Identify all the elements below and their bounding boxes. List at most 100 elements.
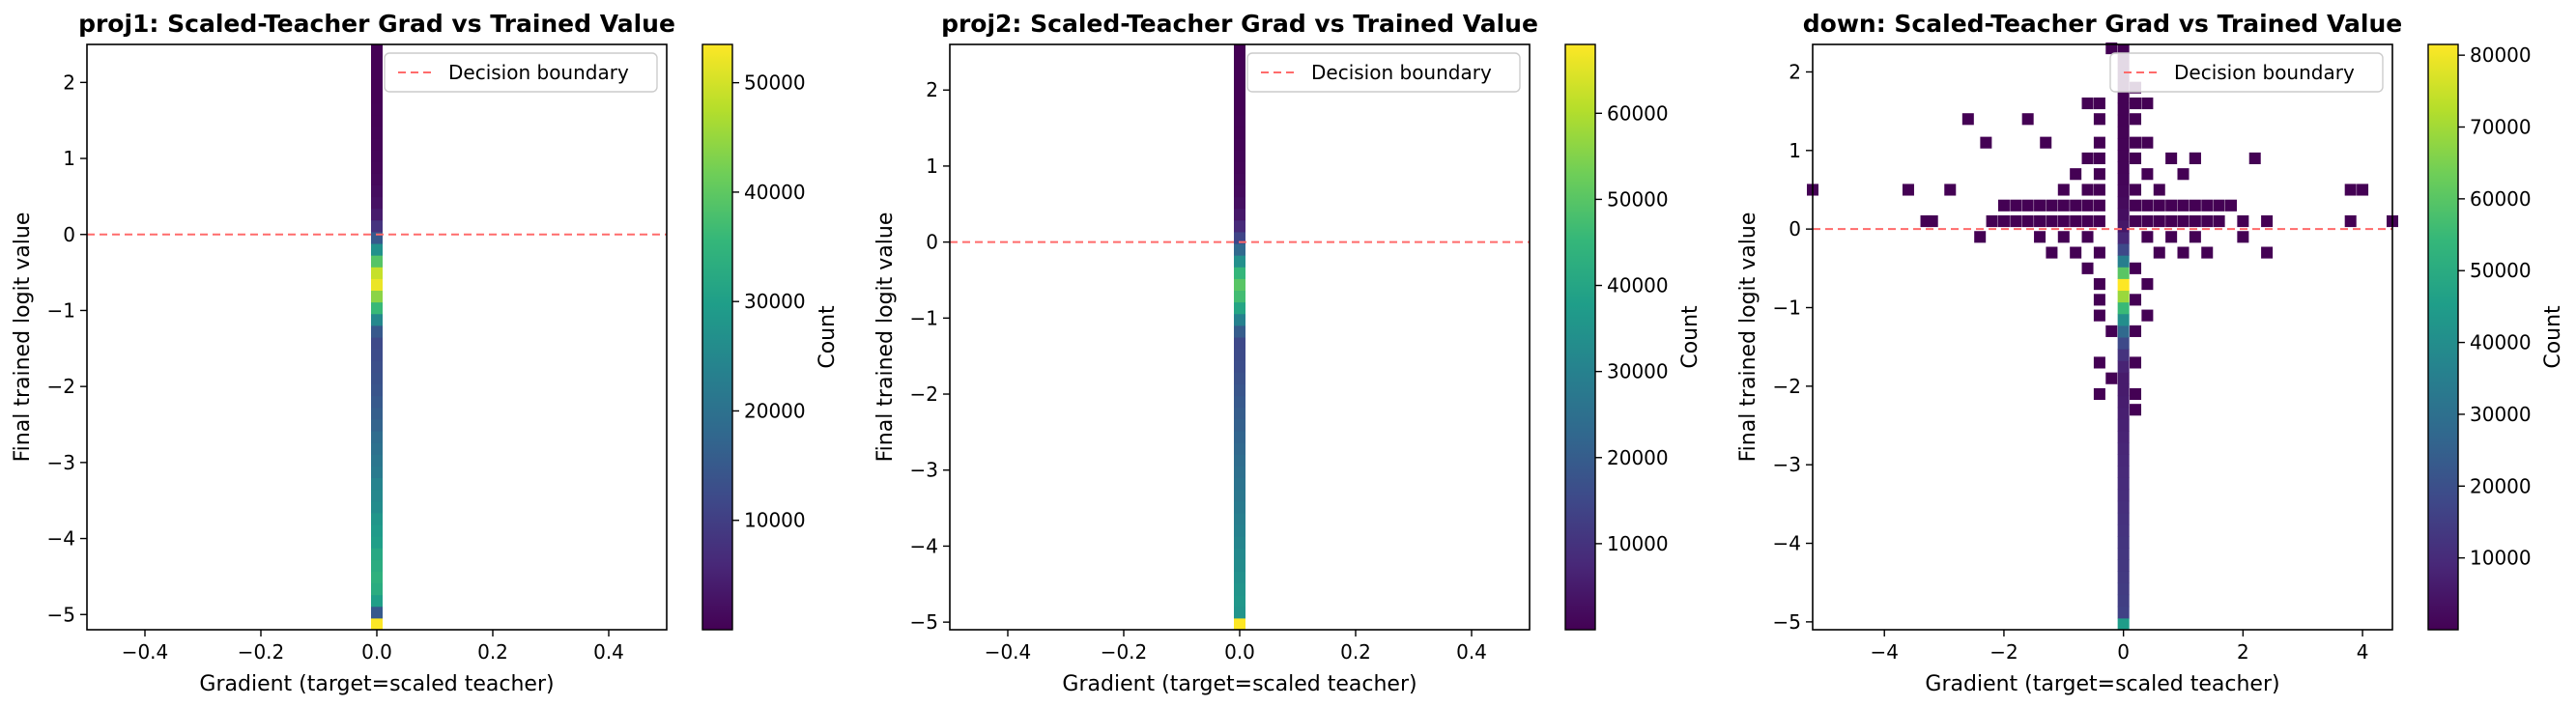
heat-cell xyxy=(2046,199,2058,212)
heat-cell xyxy=(1234,161,1245,174)
y-tick-label: 0 xyxy=(926,231,938,254)
heat-cell xyxy=(2093,278,2105,291)
heat-cell xyxy=(1234,418,1245,432)
heat-cell xyxy=(1234,512,1245,525)
heat-cell xyxy=(1234,360,1245,373)
heat-cell xyxy=(2165,152,2178,165)
heat-cell xyxy=(2117,150,2130,162)
heat-cell xyxy=(2093,97,2105,110)
heat-cell xyxy=(2130,387,2142,401)
heat-cell xyxy=(371,126,383,139)
heat-cell xyxy=(2201,214,2214,228)
heat-cell xyxy=(2010,199,2022,212)
heat-cell xyxy=(1234,184,1245,198)
heat-cell xyxy=(371,243,383,256)
heat-cell xyxy=(2093,184,2105,196)
heat-cell xyxy=(2117,559,2130,572)
heat-cell xyxy=(2093,246,2105,259)
heat-cell xyxy=(2141,97,2154,110)
colorbar-tick-label: 20000 xyxy=(2470,474,2532,497)
colorbar: 10000 20000 30000 40000 50000 60000 Count xyxy=(1564,43,1703,631)
heat-cell xyxy=(1234,582,1245,596)
heat-cell xyxy=(2117,325,2130,338)
heat-cell xyxy=(2130,262,2142,274)
heat-cell xyxy=(2117,360,2130,373)
heat-cell xyxy=(2081,184,2094,196)
heat-cell xyxy=(2165,231,2178,243)
heat-cell xyxy=(1234,489,1245,502)
colorbar-tick-label: 80000 xyxy=(2470,43,2532,67)
heat-cell xyxy=(2224,199,2237,212)
heat-cell xyxy=(1234,559,1245,572)
heat-cell xyxy=(2130,97,2142,110)
heat-cell xyxy=(2117,582,2130,596)
heat-cell xyxy=(2357,184,2369,196)
heat-cell xyxy=(371,617,383,631)
x-tick-label: 0.2 xyxy=(1340,640,1371,664)
heat-cell xyxy=(2117,548,2130,560)
heat-cell xyxy=(2248,152,2261,165)
heat-cell xyxy=(1234,114,1245,127)
heat-cell xyxy=(2034,231,2046,243)
heat-cell xyxy=(2117,290,2130,303)
heat-cell xyxy=(2070,214,2082,228)
heat-cell xyxy=(2130,325,2142,337)
heat-cell xyxy=(2130,136,2142,149)
heat-cell xyxy=(2130,404,2142,416)
heat-cell xyxy=(1234,571,1245,584)
y-tick-label: −5 xyxy=(910,610,938,634)
heat-cell xyxy=(2141,309,2154,322)
chart-panel-1: −0.4 −0.2 0.0 0.2 0.4 −5 −4 −3 −2 −1 0 1 2 proj1: Sca… xyxy=(11,10,840,696)
heat-cell xyxy=(1234,442,1245,455)
heat-cell xyxy=(371,372,383,384)
y-tick-label: −5 xyxy=(1773,610,1801,634)
y-tick-label: −2 xyxy=(47,375,75,398)
colorbar-tick-label: 10000 xyxy=(2470,547,2532,570)
y-tick-label: −3 xyxy=(910,459,938,482)
heat-cell xyxy=(1234,500,1245,514)
heat-cell xyxy=(1234,137,1245,151)
heat-cell xyxy=(2141,136,2154,149)
heat-cell xyxy=(2117,219,2130,233)
heat-cell xyxy=(1902,184,1914,196)
heat-cell xyxy=(371,582,383,596)
heat-cell xyxy=(2141,214,2154,228)
heat-cell xyxy=(371,606,383,619)
legend: Decision boundary xyxy=(2109,52,2384,93)
heat-cell xyxy=(2153,199,2165,212)
heat-cell xyxy=(371,594,383,608)
colorbar-bar xyxy=(701,43,733,631)
heat-cell xyxy=(371,255,383,268)
x-tick-label: 4 xyxy=(2357,640,2369,664)
heat-cell xyxy=(2117,500,2130,514)
heat-cell xyxy=(1234,44,1245,57)
x-tick-label: 0.4 xyxy=(593,640,624,664)
heat-cell xyxy=(2130,152,2142,165)
heat-cell xyxy=(371,290,383,303)
heat-cell xyxy=(2130,113,2142,126)
heat-cell xyxy=(2021,113,2034,126)
heat-cell xyxy=(1234,430,1245,443)
colorbar: 10000 20000 30000 40000 50000 60000 70000 80000… xyxy=(2427,43,2565,631)
heat-cell xyxy=(2117,301,2130,315)
colorbar-bar xyxy=(1564,43,1596,631)
heat-cell xyxy=(2010,214,2022,228)
heat-cell xyxy=(371,68,383,80)
heat-cell xyxy=(2093,152,2105,165)
heat-cell xyxy=(1234,349,1245,361)
heat-cell xyxy=(2130,214,2142,228)
heat-cell xyxy=(371,360,383,373)
heat-cell xyxy=(371,44,383,57)
heat-cell xyxy=(2057,231,2070,243)
heat-cell xyxy=(2117,617,2130,631)
heat-cell xyxy=(2057,199,2070,212)
x-tick-label: 0.2 xyxy=(477,640,508,664)
colorbar-bar xyxy=(2427,43,2459,631)
heat-cell xyxy=(371,161,383,174)
heat-cell xyxy=(371,313,383,326)
heat-cell xyxy=(371,523,383,537)
heat-cell xyxy=(2130,199,2142,212)
heat-cell xyxy=(2093,387,2105,401)
